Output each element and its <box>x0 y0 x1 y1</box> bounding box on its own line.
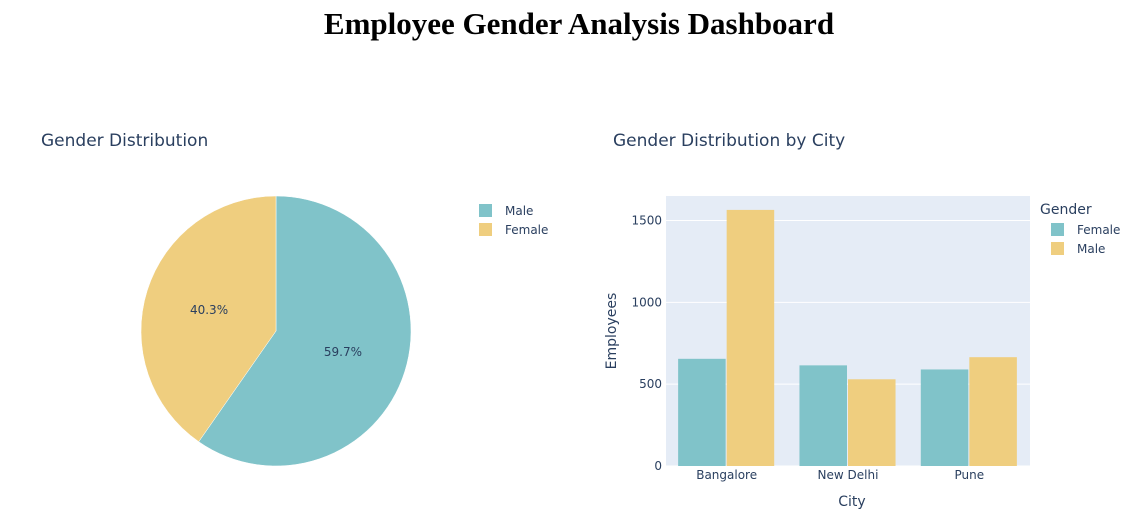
bar-bangalore-male[interactable] <box>726 209 775 466</box>
y-tick-label: 1000 <box>631 295 662 309</box>
bars <box>678 209 1017 466</box>
x-tick-label-new-delhi: New Delhi <box>818 468 879 482</box>
page-title: Employee Gender Analysis Dashboard <box>323 6 835 41</box>
x-tick-labels: Bangalore New Delhi Pune <box>696 468 984 482</box>
bar-chart: Gender Distribution by City 0 500 1000 1500… <box>604 131 1120 510</box>
bar-legend-title: Gender <box>1040 202 1092 218</box>
y-tick-label: 500 <box>639 377 662 391</box>
bar-legend[interactable]: Female Male <box>1051 223 1120 256</box>
y-tick-labels: 0 500 1000 1500 <box>631 214 662 473</box>
pie-legend-label-female[interactable]: Female <box>505 223 548 237</box>
pie-chart: Gender Distribution 59.7% 40.3% Male Femal… <box>41 131 548 467</box>
y-tick-label: 0 <box>654 459 662 473</box>
pie-legend-label-male[interactable]: Male <box>505 204 533 218</box>
x-axis-label: City <box>838 494 865 510</box>
pie-legend-swatch-male[interactable] <box>479 204 492 217</box>
bar-pune-female[interactable] <box>920 369 969 466</box>
pie-slices <box>140 195 412 467</box>
pie-legend-swatch-female[interactable] <box>479 223 492 236</box>
x-tick-label-bangalore: Bangalore <box>696 468 757 482</box>
bar-bangalore-female[interactable] <box>678 358 726 466</box>
pie-label-female: 40.3% <box>190 303 228 317</box>
pie-slice-labels: 59.7% 40.3% <box>190 303 362 359</box>
pie-chart-title: Gender Distribution <box>41 131 208 151</box>
bar-legend-swatch-male[interactable] <box>1051 242 1064 255</box>
bar-new-delhi-female[interactable] <box>799 365 847 466</box>
pie-label-male: 59.7% <box>324 345 362 359</box>
bar-pune-male[interactable] <box>969 357 1017 466</box>
y-tick-label: 1500 <box>631 214 662 228</box>
y-axis-label: Employees <box>604 293 620 370</box>
bar-new-delhi-male[interactable] <box>848 379 896 466</box>
bar-legend-label-male[interactable]: Male <box>1077 242 1105 256</box>
bar-chart-title: Gender Distribution by City <box>613 131 845 151</box>
bar-legend-label-female[interactable]: Female <box>1077 223 1120 237</box>
pie-slice-male[interactable] <box>198 195 412 467</box>
pie-legend[interactable]: Male Female <box>479 204 548 237</box>
bar-legend-swatch-female[interactable] <box>1051 223 1064 236</box>
pie-slice-female[interactable] <box>140 195 277 443</box>
x-tick-label-pune: Pune <box>955 468 985 482</box>
